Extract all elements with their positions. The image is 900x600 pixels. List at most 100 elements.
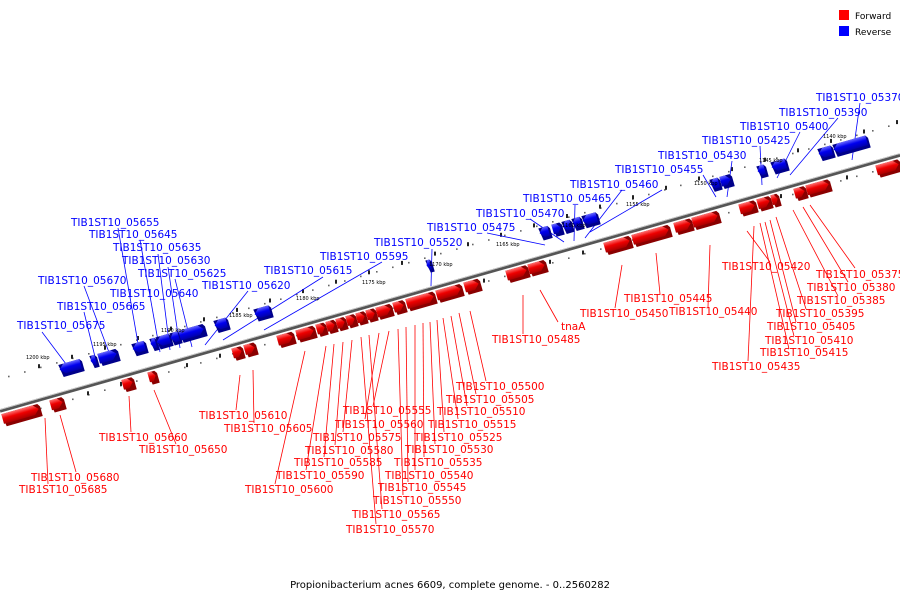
gene-arrow	[756, 196, 774, 212]
leader-line	[204, 290, 249, 346]
scale-tick	[269, 298, 271, 303]
gene-body	[875, 160, 899, 176]
leader-line	[747, 225, 755, 362]
gene-body	[392, 301, 404, 313]
scale-dot	[856, 134, 858, 137]
scale-dot	[824, 143, 826, 146]
scale-dot	[488, 239, 490, 241]
scale-label-1200: 1200 kbp	[26, 355, 50, 361]
scale-tick	[401, 260, 403, 265]
scale-tick	[104, 345, 106, 350]
gene-arrow	[375, 303, 395, 320]
scale-dot	[648, 193, 650, 196]
gene-label: TIB1ST10_05475	[426, 222, 516, 234]
scale-dot	[728, 211, 730, 214]
scale-label-1175: 1175 kbp	[362, 280, 386, 286]
gene-label: TIB1ST10_05440	[668, 306, 758, 318]
scale-dot	[152, 334, 154, 337]
gene-arrow	[253, 305, 274, 322]
scale-dot	[216, 316, 218, 319]
gene-label: TIB1ST10_05660	[98, 432, 188, 444]
scale-dot	[296, 293, 298, 296]
scale-tick	[780, 194, 782, 199]
scale-dot	[72, 398, 74, 401]
scale-tick	[698, 176, 700, 181]
gene-label: TIB1ST10_05510	[436, 406, 526, 418]
gene-label: TIB1ST10_05565	[351, 509, 441, 521]
scale-dot	[696, 180, 698, 182]
scale-dot	[184, 325, 186, 328]
scale-dot	[440, 252, 442, 255]
gene-label: TIB1ST10_05485	[491, 334, 581, 346]
leader-line	[422, 322, 425, 458]
scale-label-1170: 1170 kbp	[429, 262, 453, 268]
scale-dot	[792, 152, 794, 155]
leader-line	[458, 312, 477, 395]
gene-arrow	[691, 210, 722, 230]
gene-label: TIB1ST10_05450	[579, 308, 669, 320]
scale-dot	[136, 339, 138, 341]
gene-label: TIB1ST10_05645	[88, 229, 178, 241]
gene-body	[325, 320, 335, 332]
leader-line	[792, 209, 839, 297]
gene-body	[178, 325, 204, 341]
gene-label: TIB1ST10_05430	[657, 150, 747, 162]
gene-arrow	[49, 397, 67, 413]
gene-body	[132, 340, 146, 353]
scale-tick	[434, 251, 436, 256]
gene-body	[582, 212, 598, 225]
gene-arrow	[875, 159, 900, 178]
gene-label: TIB1ST10_05585	[293, 457, 383, 469]
gene-body	[771, 158, 787, 171]
leader-line	[809, 204, 856, 269]
scale-dot	[168, 371, 170, 373]
leader-line	[263, 261, 383, 331]
scale-dot	[392, 307, 394, 310]
scale-dot	[376, 271, 378, 273]
scale-tick	[582, 250, 584, 255]
scale-label-1190: 1190 kbp	[161, 328, 185, 334]
scale-tick	[797, 148, 799, 153]
gene-label: TIB1ST10_05610	[198, 410, 288, 422]
leader-line	[589, 189, 663, 233]
gene-label: TIB1ST10_05540	[384, 470, 474, 482]
gene-body	[505, 266, 527, 281]
legend: Forward Reverse	[839, 10, 892, 38]
gene-body	[254, 305, 271, 318]
gene-arrow	[58, 359, 85, 377]
gene-body	[147, 371, 156, 383]
leader-line	[59, 414, 77, 473]
leader-line	[334, 341, 344, 446]
scale-tick	[566, 214, 568, 218]
gene-arrow	[435, 283, 465, 303]
gene-body	[405, 292, 434, 309]
gene-label: TIB1ST10_05590	[275, 470, 365, 482]
gene-label: TIB1ST10_05515	[427, 419, 517, 431]
scale-dot	[424, 257, 426, 259]
scale-dot	[856, 175, 858, 178]
gene-arrow	[832, 135, 871, 157]
scale-dot	[8, 375, 10, 378]
gene-body	[426, 259, 432, 270]
gene-body	[231, 347, 242, 359]
scale-dot	[264, 302, 266, 305]
scale-dot	[24, 371, 26, 373]
gene-label: TIB1ST10_05545	[377, 482, 467, 494]
gene-label: TIB1ST10_05520	[373, 237, 463, 249]
scale-tick	[71, 354, 73, 359]
scale-tick	[302, 289, 304, 294]
gene-arrow	[631, 224, 673, 248]
scale-labels: 1140 kbp 1145 kbp 1150 kbp 1155 kbp 1160…	[26, 134, 847, 361]
gene-arrow	[709, 177, 723, 192]
gene-arrow	[147, 370, 160, 385]
scale-label-1195: 1195 kbp	[93, 342, 117, 348]
leader-line	[323, 343, 335, 458]
gene-arrow	[673, 218, 695, 236]
gene-body	[793, 187, 805, 199]
scale-dot	[248, 307, 250, 310]
leader-line	[397, 328, 404, 496]
scale-dot	[600, 248, 602, 250]
scale-tick	[483, 278, 485, 283]
leader-line	[44, 417, 49, 485]
scale-dot	[40, 407, 42, 410]
